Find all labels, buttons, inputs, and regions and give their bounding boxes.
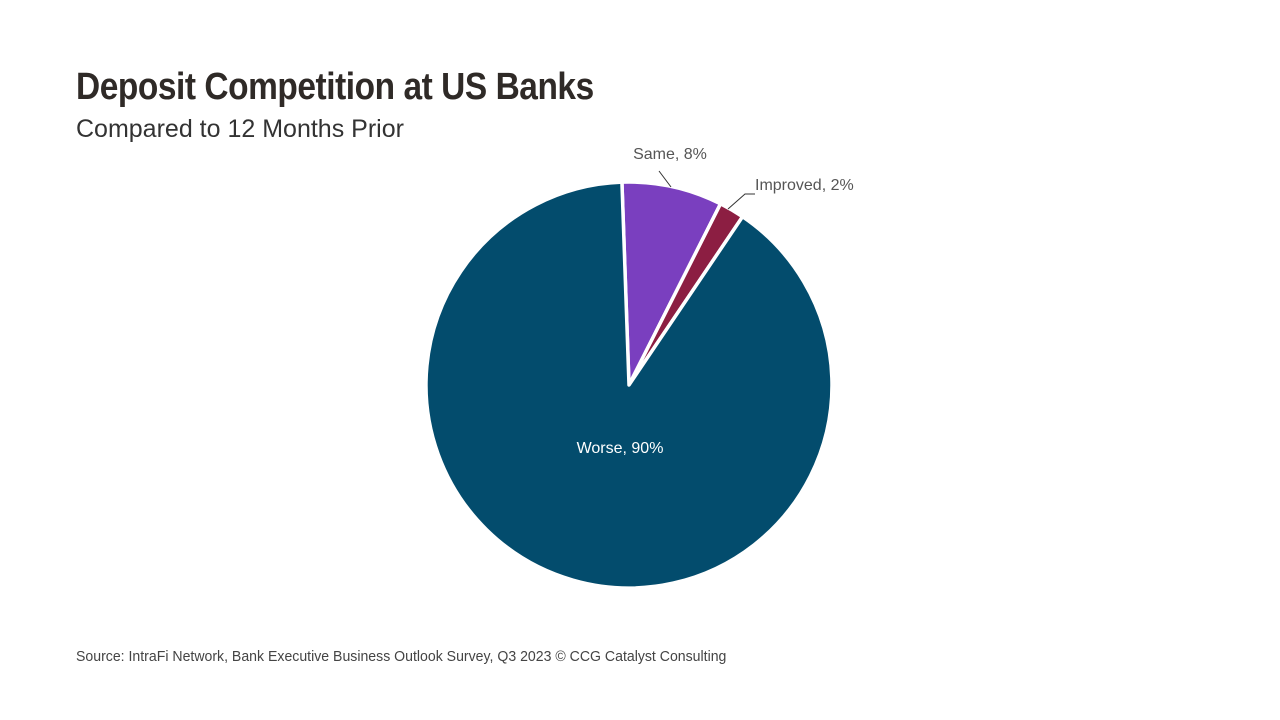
- chart-title: Deposit Competition at US Banks: [76, 66, 594, 108]
- chart-subtitle: Compared to 12 Months Prior: [76, 115, 404, 143]
- pie-slice-same: [620, 180, 723, 387]
- leader-line-improved: [727, 193, 755, 210]
- leader-line-same: [658, 170, 672, 188]
- slice-label-improved: Improved, 2%: [755, 177, 854, 194]
- pie-slices: [424, 180, 834, 590]
- source-note: Source: IntraFi Network, Bank Executive …: [76, 648, 727, 665]
- pie-labels: Same, 8% Improved, 2% Worse, 90%: [577, 146, 854, 457]
- slice-label-worse: Worse, 90%: [577, 440, 664, 457]
- slice-label-same: Same, 8%: [633, 146, 707, 163]
- pie-slice-worse: [424, 180, 834, 590]
